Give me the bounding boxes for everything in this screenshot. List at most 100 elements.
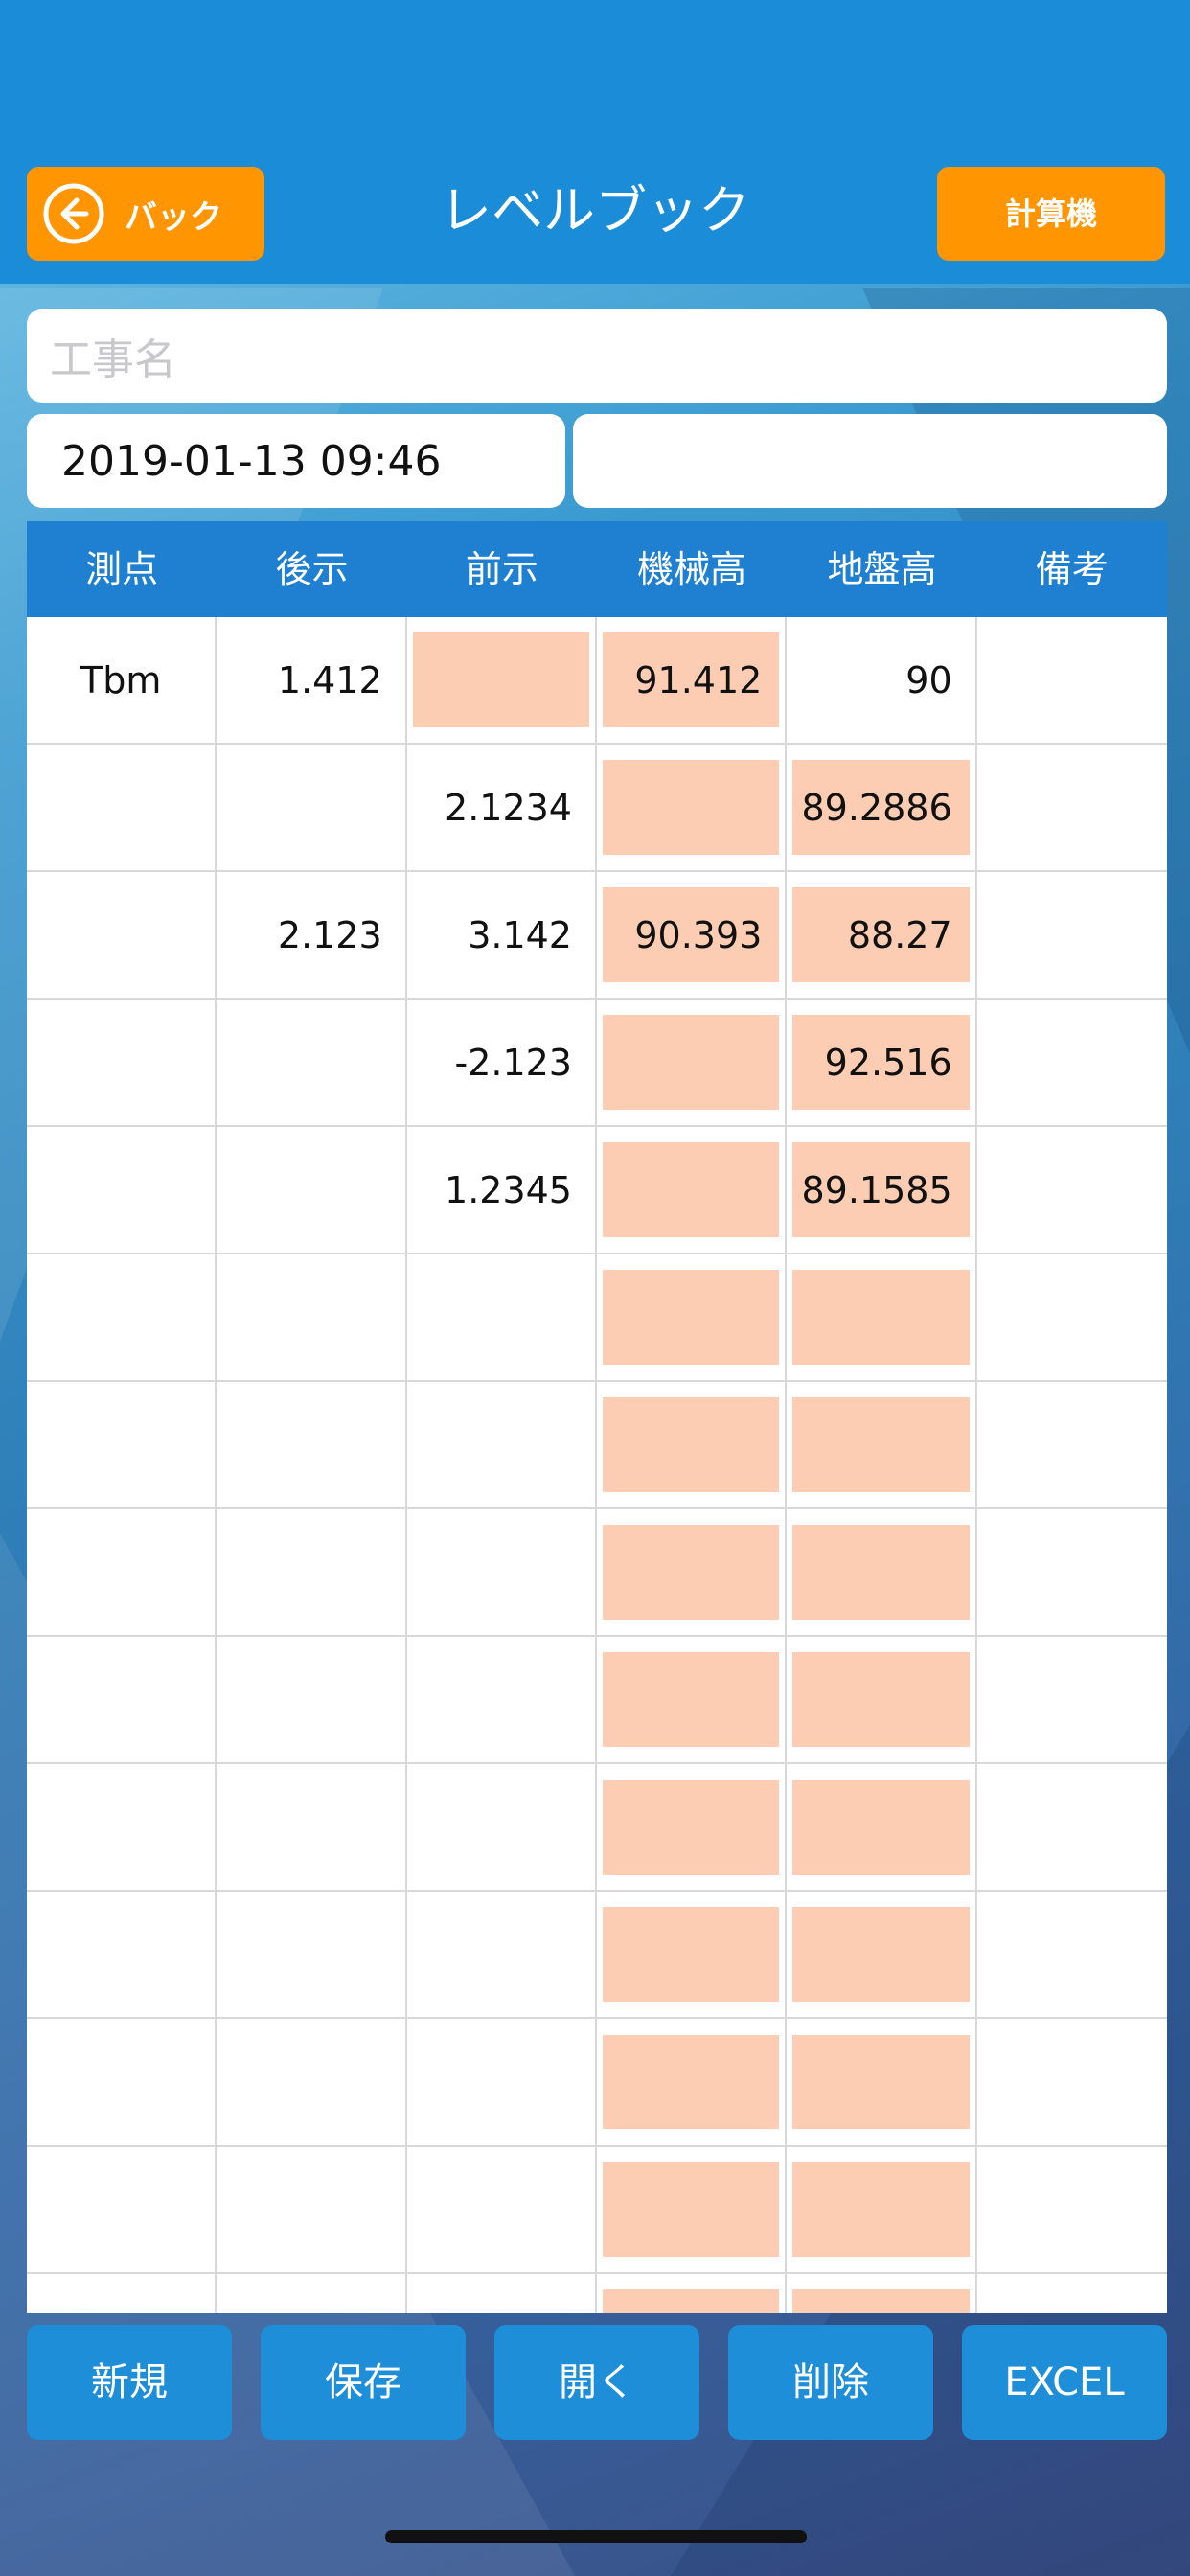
cell-foresight[interactable] [407,1509,597,1635]
level-book-table[interactable]: 測点 後示 前示 機械高 地盤高 備考 Tbm 1.412 91.412 90 2.1234 89.… [27,521,1167,2313]
cell-backsight[interactable] [217,1892,407,2017]
cell-ground-height[interactable] [787,2147,977,2272]
cell-ground-height[interactable]: 88.27 [787,872,977,998]
cell-ground-height[interactable] [787,1509,977,1635]
open-button[interactable]: 開く [494,2325,699,2440]
cell-ground-height[interactable]: 89.1585 [787,1127,977,1253]
cell-ground-height[interactable]: 92.516 [787,1000,977,1125]
cell-ground-height[interactable] [787,1764,977,1890]
cell-backsight[interactable] [217,1637,407,1762]
project-name-input[interactable]: 工事名 [27,309,1167,402]
cell-instrument-height[interactable] [597,1127,788,1253]
cell-ground-height[interactable] [787,1254,977,1380]
cell-backsight[interactable] [217,1254,407,1380]
cell-instrument-height[interactable] [597,1764,788,1890]
cell-backsight[interactable] [217,1000,407,1125]
cell-remarks[interactable] [977,745,1167,870]
cell-ground-height[interactable] [787,2019,977,2145]
cell-station[interactable] [27,1637,217,1762]
cell-foresight[interactable] [407,1254,597,1380]
cell-instrument-height[interactable] [597,1382,788,1507]
cell-backsight[interactable] [217,2019,407,2145]
cell-ground-height[interactable]: 90 [787,617,977,743]
calculator-button[interactable]: 計算機 [937,167,1165,261]
cell-ground-height[interactable] [787,1382,977,1507]
cell-station[interactable] [27,1892,217,2017]
cell-foresight[interactable] [407,2019,597,2145]
cell-station[interactable] [27,1764,217,1890]
cell-foresight[interactable] [407,1637,597,1762]
cell-remarks[interactable] [977,1000,1167,1125]
cell-instrument-height[interactable] [597,745,788,870]
cell-station[interactable] [27,1382,217,1507]
cell-instrument-height[interactable] [597,1509,788,1635]
excel-export-button[interactable]: EXCEL [962,2325,1167,2440]
cell-station[interactable] [27,2019,217,2145]
cell-backsight[interactable]: 1.412 [217,617,407,743]
cell-foresight[interactable]: -2.123 [407,1000,597,1125]
cell-instrument-height[interactable] [597,1892,788,2017]
cell-instrument-height[interactable] [597,1254,788,1380]
cell-station[interactable] [27,745,217,870]
cell-remarks[interactable] [977,2019,1167,2145]
cell-ground-height[interactable] [787,1637,977,1762]
delete-button[interactable]: 削除 [728,2325,933,2440]
cell-backsight[interactable] [217,745,407,870]
datetime-field[interactable]: 2019-01-13 09:46 [27,414,565,508]
cell-foresight[interactable]: 3.142 [407,872,597,998]
cell-instrument-height[interactable]: 91.412 [597,617,788,743]
cell-foresight[interactable]: 2.1234 [407,745,597,870]
cell-foresight[interactable] [407,1892,597,2017]
cell-station[interactable]: Tbm [27,617,217,743]
cell-remarks[interactable] [977,1254,1167,1380]
cell-remarks[interactable] [977,1892,1167,2017]
cell-ground-height[interactable] [787,1892,977,2017]
cell-backsight[interactable] [217,2274,407,2313]
table-row: Tbm 1.412 91.412 90 [27,617,1167,745]
cell-station[interactable] [27,1000,217,1125]
cell-foresight[interactable] [407,1764,597,1890]
cell-instrument-height[interactable] [597,2019,788,2145]
cell-instrument-height[interactable] [597,2274,788,2313]
cell-station[interactable] [27,2274,217,2313]
cell-value: 2.1234 [445,786,572,829]
cell-backsight[interactable] [217,1509,407,1635]
table-row: -2.123 92.516 [27,1000,1167,1127]
cell-instrument-height[interactable]: 90.393 [597,872,788,998]
cell-ground-height[interactable] [787,2274,977,2313]
cell-instrument-height[interactable] [597,1000,788,1125]
cell-remarks[interactable] [977,872,1167,998]
cell-foresight[interactable] [407,2147,597,2272]
new-button[interactable]: 新規 [27,2325,232,2440]
back-button[interactable]: バック [27,167,264,261]
cell-remarks[interactable] [977,1509,1167,1635]
cell-foresight[interactable] [407,617,597,743]
header-foresight: 前示 [465,548,538,590]
cell-station[interactable] [27,1254,217,1380]
cell-station[interactable] [27,872,217,998]
cell-foresight[interactable]: 1.2345 [407,1127,597,1253]
cell-remarks[interactable] [977,2274,1167,2313]
cell-remarks[interactable] [977,1382,1167,1507]
cell-remarks[interactable] [977,617,1167,743]
cell-instrument-height[interactable] [597,1637,788,1762]
cell-backsight[interactable]: 2.123 [217,872,407,998]
cell-station[interactable] [27,2147,217,2272]
cell-instrument-height[interactable] [597,2147,788,2272]
cell-backsight[interactable] [217,1764,407,1890]
cell-backsight[interactable] [217,2147,407,2272]
cell-backsight[interactable] [217,1382,407,1507]
cell-backsight[interactable] [217,1127,407,1253]
bottom-toolbar: 新規 保存 開く 削除 EXCEL [27,2325,1167,2444]
extra-input[interactable] [573,414,1167,508]
cell-remarks[interactable] [977,1127,1167,1253]
cell-remarks[interactable] [977,2147,1167,2272]
cell-remarks[interactable] [977,1637,1167,1762]
cell-foresight[interactable] [407,2274,597,2313]
cell-station[interactable] [27,1127,217,1253]
cell-ground-height[interactable]: 89.2886 [787,745,977,870]
cell-station[interactable] [27,1509,217,1635]
save-button[interactable]: 保存 [261,2325,466,2440]
cell-foresight[interactable] [407,1382,597,1507]
cell-remarks[interactable] [977,1764,1167,1890]
